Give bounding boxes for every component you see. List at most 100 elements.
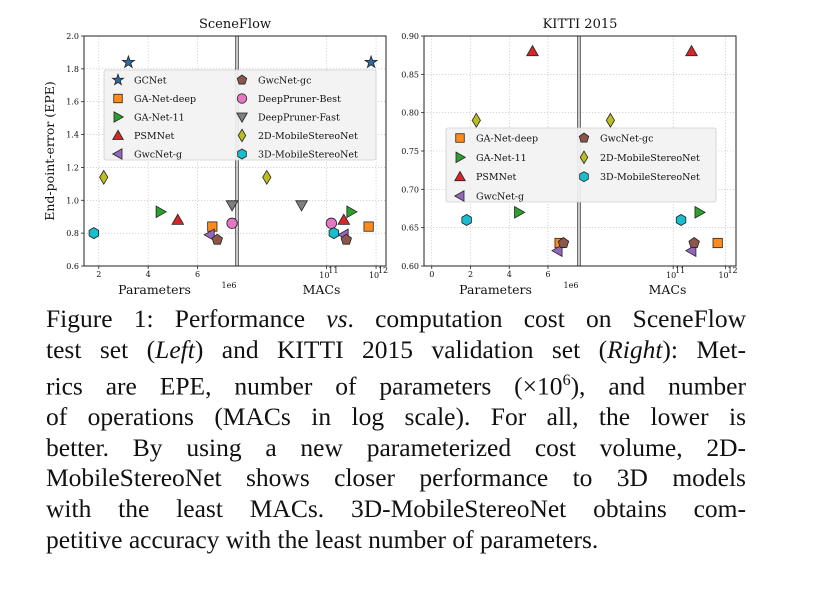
caption-line: with the least MACs. 3D-MobileStereoNet … <box>46 494 746 525</box>
chart-kitti: 0.600.650.700.750.800.850.900 2 4 6 10111012… <box>401 17 737 297</box>
legend-marker <box>237 148 247 160</box>
legend-label: GwcNet-g <box>134 150 182 161</box>
data-point <box>328 227 340 240</box>
y-tick-label: 0.80 <box>401 109 419 118</box>
caption-italic: vs <box>326 304 348 333</box>
x-tick-exponent: 11 <box>328 266 338 275</box>
data-point <box>99 169 109 185</box>
y-tick-label: 0.6 <box>66 262 79 271</box>
figure-charts: 0.60.81.01.21.41.61.82.02 4 6 10111012Scene… <box>42 17 738 297</box>
y-tick-label: 0.85 <box>401 70 419 79</box>
caption-line: MobileStereoNet shows closer performance… <box>46 463 746 494</box>
legend-label: GwcNet-gc <box>600 134 653 145</box>
data-point <box>337 213 351 225</box>
y-tick-label: 0.90 <box>401 32 419 41</box>
caption-italic: Right <box>607 334 663 364</box>
caption-line: of operations (MACs in log scale). For a… <box>46 402 746 433</box>
legend-label: 3D-MobileStereoNet <box>258 150 358 161</box>
x-tick-exponent: 12 <box>378 266 388 275</box>
caption-line: Figure 1: Performance vs. computation co… <box>46 304 746 335</box>
legend-marker <box>113 93 123 104</box>
caption-text: test set ( <box>46 334 156 364</box>
caption-text: MobileStereoNet shows closer performance… <box>46 463 746 493</box>
y-tick-label: 1.2 <box>66 163 79 172</box>
legend-marker <box>454 170 466 182</box>
data-point <box>225 200 239 212</box>
y-tick-label: 0.65 <box>401 224 419 233</box>
caption-text: ) and KITTI 2015 validation set ( <box>194 334 608 364</box>
data-point <box>605 112 615 128</box>
y-tick-label: 0.60 <box>401 262 419 271</box>
x-tick-label: 2 <box>468 270 473 279</box>
legend-marker <box>236 93 248 104</box>
legend-label: PSMNet <box>476 172 517 183</box>
data-point <box>155 205 168 219</box>
legend-marker <box>236 74 248 85</box>
data-point <box>346 205 358 219</box>
y-tick-label: 0.70 <box>401 185 419 194</box>
legend-box <box>445 127 717 203</box>
legend-label: DeepPruner-Fast <box>258 113 340 124</box>
x-axis-label: MACs <box>303 282 341 297</box>
data-point <box>514 205 526 219</box>
x-tick-exponent: 12 <box>727 266 737 275</box>
y-tick-label: 1.4 <box>66 131 79 140</box>
caption-text: with the least MACs. 3D-MobileStereoNet … <box>46 494 746 524</box>
legend-label: GA-Net-11 <box>134 113 185 124</box>
legend-marker <box>579 150 589 165</box>
y-tick-label: 1.6 <box>66 98 79 107</box>
x-tick-label: 10 <box>369 271 379 280</box>
y-axis-label: End-point-error (EPE) <box>42 81 57 220</box>
y-tick-label: 1.8 <box>66 65 79 74</box>
y-tick-label: 0.75 <box>401 147 419 156</box>
x-tick-label: 6 <box>545 270 550 279</box>
caption-text: Figure 1: Performance <box>46 304 327 333</box>
data-point <box>712 237 723 249</box>
chart-sceneflow: 0.60.81.01.21.41.61.82.02 4 6 10111012Scene… <box>42 17 388 297</box>
plot-frame <box>83 35 387 267</box>
caption-text: better. By using a new parameterized cos… <box>46 432 746 462</box>
legend-marker <box>455 133 465 143</box>
x-tick-label: 6 <box>195 270 200 279</box>
x-offset-label: 1e6 <box>564 281 579 290</box>
caption-text: ), and number <box>570 371 746 401</box>
legend-marker <box>578 132 590 143</box>
data-point <box>363 221 374 232</box>
legend-marker <box>113 111 125 123</box>
caption-text: of operations (MACs in log scale). For a… <box>46 401 746 431</box>
legend-marker <box>236 112 248 124</box>
data-point <box>363 54 379 69</box>
legend-label: GwcNet-g <box>476 192 524 203</box>
legend-label: 3D-MobileStereoNet <box>600 172 700 183</box>
y-tick-label: 2.0 <box>66 32 79 41</box>
x-axis-label: MACs <box>649 282 687 297</box>
legend-label: PSMNet <box>134 131 175 142</box>
y-tick-label: 0.8 <box>66 229 79 238</box>
data-point <box>262 169 272 185</box>
x-tick-label: 4 <box>507 270 512 279</box>
legend-label: GA-Net-deep <box>476 134 538 145</box>
caption-text: . computation cost on SceneFlow <box>347 304 747 333</box>
x-tick-label: 2 <box>96 270 101 279</box>
legend: GCNet GwcNet-gc GA-Net-deep DeepPruner-Best… <box>103 69 377 161</box>
legend-marker <box>111 72 125 86</box>
data-point <box>226 217 238 229</box>
legend-marker <box>579 171 589 183</box>
caption-text: petitive accuracy with the least number … <box>46 525 599 555</box>
legend-marker <box>111 148 123 160</box>
data-point <box>685 44 698 57</box>
data-point <box>471 112 481 128</box>
caption-line: petitive accuracy with the least number … <box>46 525 746 556</box>
data-point <box>211 233 223 245</box>
data-point <box>557 237 570 248</box>
legend-label: GwcNet-gc <box>258 76 311 87</box>
x-tick-exponent: 11 <box>675 266 685 275</box>
chart-title: SceneFlow <box>199 17 271 32</box>
x-tick-label: 0 <box>429 270 434 279</box>
chart-title: KITTI 2015 <box>543 17 618 32</box>
data-point <box>88 227 100 240</box>
data-point <box>171 213 185 225</box>
legend-marker <box>112 129 124 140</box>
caption-line: test set (Left) and KITTI 2015 validatio… <box>46 335 746 366</box>
x-tick-label: 10 <box>718 271 728 280</box>
